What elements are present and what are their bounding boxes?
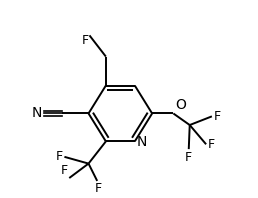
Text: F: F	[95, 182, 102, 195]
Text: F: F	[56, 150, 63, 163]
Text: F: F	[208, 138, 215, 151]
Text: N: N	[32, 107, 42, 120]
Text: F: F	[213, 110, 221, 123]
Text: O: O	[175, 98, 186, 112]
Text: F: F	[185, 151, 192, 164]
Text: F: F	[81, 34, 88, 47]
Text: N: N	[137, 135, 148, 149]
Text: F: F	[61, 164, 68, 177]
